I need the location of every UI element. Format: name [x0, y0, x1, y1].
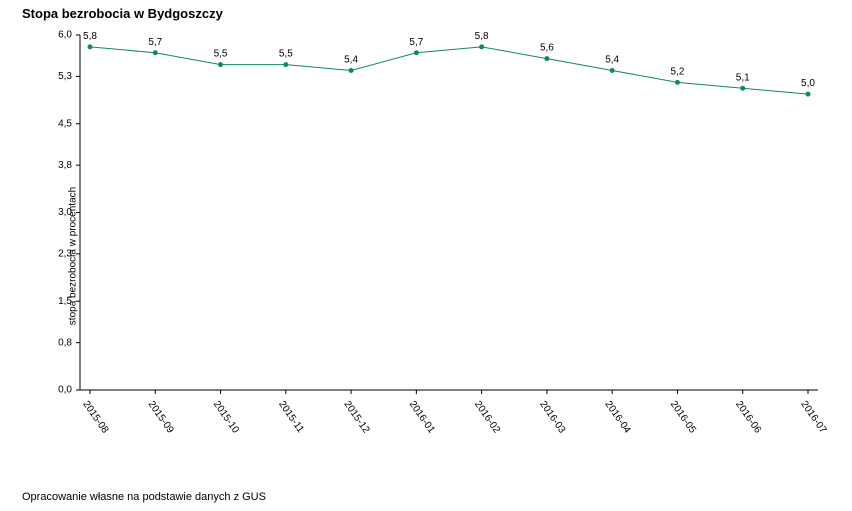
data-point: [610, 69, 614, 73]
data-label: 5,0: [801, 78, 815, 89]
data-point: [480, 45, 484, 49]
data-label: 5,7: [409, 37, 423, 48]
x-tick-label: 2016-03: [537, 399, 567, 436]
data-label: 5,7: [148, 37, 162, 48]
data-point: [414, 51, 418, 55]
y-tick-label: 3,0: [58, 207, 72, 218]
data-label: 5,2: [671, 66, 685, 77]
data-label: 5,8: [83, 31, 97, 42]
data-label: 5,8: [475, 31, 489, 42]
y-tick-label: 5,3: [58, 71, 72, 82]
plot-area: 0,00,81,52,33,03,84,55,36,02015-082015-0…: [70, 30, 830, 430]
x-tick-label: 2016-06: [733, 399, 763, 436]
data-label: 5,1: [736, 72, 750, 83]
data-point: [284, 63, 288, 67]
x-tick-label: 2015-09: [146, 399, 176, 436]
data-point: [349, 69, 353, 73]
y-tick-label: 4,5: [58, 118, 72, 129]
data-point: [153, 51, 157, 55]
data-label: 5,4: [605, 55, 619, 66]
y-tick-label: 6,0: [58, 30, 72, 41]
chart-footer: Opracowanie własne na podstawie danych z…: [22, 491, 266, 503]
x-tick-label: 2016-05: [668, 399, 698, 436]
x-tick-label: 2015-10: [211, 399, 241, 436]
x-tick-label: 2016-04: [602, 399, 632, 436]
data-label: 5,4: [344, 55, 358, 66]
x-tick-label: 2015-11: [276, 399, 306, 435]
x-tick-label: 2015-12: [341, 399, 371, 436]
x-tick-label: 2016-07: [798, 399, 828, 436]
y-tick-label: 3,8: [58, 160, 72, 171]
data-point: [545, 57, 549, 61]
x-tick-label: 2016-02: [472, 399, 502, 436]
data-label: 5,6: [540, 43, 554, 54]
y-tick-label: 0,8: [58, 337, 72, 348]
data-point: [675, 80, 679, 84]
data-label: 5,5: [279, 49, 293, 60]
data-label: 5,5: [214, 49, 228, 60]
y-tick-label: 2,3: [58, 249, 72, 260]
x-tick-label: 2016-01: [407, 399, 437, 436]
chart-title: Stopa bezrobocia w Bydgoszczy: [22, 6, 223, 21]
data-point: [741, 86, 745, 90]
data-point: [219, 63, 223, 67]
y-tick-label: 1,5: [58, 296, 72, 307]
data-point: [806, 92, 810, 96]
y-tick-label: 0,0: [58, 385, 72, 396]
series-line: [90, 47, 808, 94]
data-point: [88, 45, 92, 49]
chart-container: Stopa bezrobocia w Bydgoszczy stopa bezr…: [0, 0, 852, 511]
chart-svg: 0,00,81,52,33,03,84,55,36,02015-082015-0…: [70, 30, 830, 430]
x-tick-label: 2015-08: [80, 399, 110, 436]
